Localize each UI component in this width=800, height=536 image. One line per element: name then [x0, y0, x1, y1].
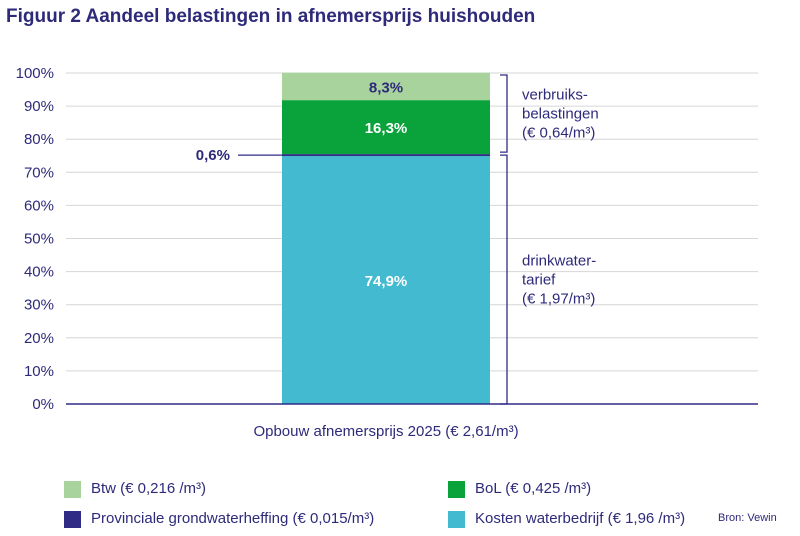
y-tick-label: 40%	[24, 264, 54, 281]
y-tick-label: 30%	[24, 297, 54, 314]
bracket-label: drinkwater-	[522, 253, 596, 270]
y-tick-label: 0%	[32, 396, 54, 413]
source-note: Bron: Vewin	[718, 512, 777, 524]
bracket-label: (€ 1,97/m³)	[522, 291, 595, 308]
legend-swatch-bol	[448, 481, 465, 498]
data-label: 8,3%	[369, 79, 403, 96]
y-tick-label: 10%	[24, 363, 54, 380]
y-tick-label: 20%	[24, 330, 54, 347]
legend-label-bol: BoL (€ 0,425 /m³)	[475, 480, 592, 497]
data-label: 16,3%	[365, 120, 408, 137]
y-tick-label: 50%	[24, 231, 54, 248]
y-tick-label: 100%	[16, 65, 54, 82]
x-tick-label: Opbouw afnemersprijs 2025 (€ 2,61/m³)	[253, 423, 518, 440]
bracket-label: (€ 0,64/m³)	[522, 125, 595, 142]
legend-label-provinciale: Provinciale grondwaterheffing (€ 0,015/m…	[91, 510, 375, 527]
bar-segment-0	[282, 156, 490, 404]
legend-label-kosten: Kosten waterbedrijf (€ 1,96 /m³)	[475, 510, 686, 527]
y-tick-label: 90%	[24, 98, 54, 115]
bracket-label: verbruiks-	[522, 87, 588, 104]
chart: 0% 10% 20% 30% 40% 50% 60% 70% 80% 90% 100% 74,9% 0,…	[16, 65, 758, 440]
bracket-label: belastingen	[522, 106, 599, 123]
legend-swatch-kosten	[448, 511, 465, 528]
bar-segment-1	[282, 154, 490, 157]
legend-label-btw: Btw (€ 0,216 /m³)	[91, 480, 207, 497]
data-label: 0,6%	[196, 147, 230, 164]
data-label: 74,9%	[365, 273, 408, 290]
y-tick-label: 60%	[24, 197, 54, 214]
bar-segment-3	[282, 72, 490, 101]
chart-title: Figuur 2 Aandeel belastingen in afnemers…	[6, 6, 536, 27]
y-tick-label: 70%	[24, 164, 54, 181]
bracket	[500, 154, 508, 405]
bracket	[500, 74, 508, 153]
y-tick-label: 80%	[24, 131, 54, 148]
bracket-label: tarief	[522, 272, 556, 289]
bar-segment-2	[282, 100, 490, 155]
legend-swatch-btw	[64, 481, 81, 498]
legend-swatch-provinciale	[64, 511, 81, 528]
